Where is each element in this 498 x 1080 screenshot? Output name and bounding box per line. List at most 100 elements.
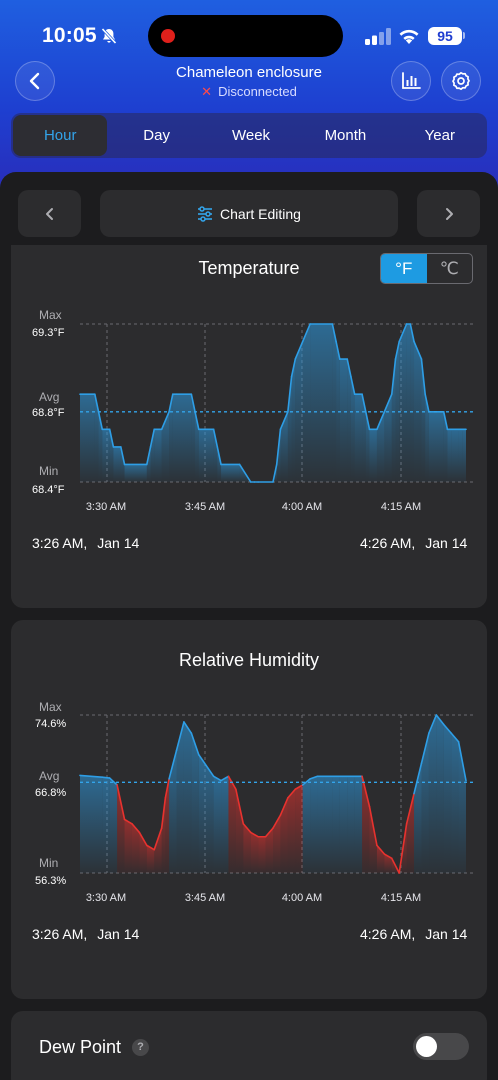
tab-hour[interactable]: Hour [13,115,108,156]
area-segment [117,784,125,873]
area-segment [443,724,452,873]
hum-start-time: 3:26 AM, [32,926,88,942]
chevron-left-icon [45,207,53,220]
series-line-segment [287,375,293,413]
series-line-segment [428,714,438,734]
tab-month[interactable]: Month [324,127,367,144]
temp-min-value: 68.4°F [32,484,65,496]
series-line-segment [335,340,341,360]
temp-end-time: 4:26 AM, [360,535,416,551]
series-line-segment [190,732,200,756]
series-line-segment [108,777,118,786]
series-line-segment [216,446,222,466]
series-line-segment [242,822,252,834]
area-segment [213,776,222,873]
area-segment [191,394,196,482]
temp-x-tick: 3:30 AM [85,501,127,513]
area-segment [258,836,266,873]
area-segment [332,324,337,482]
series-line-segment [131,822,141,834]
area-segment [109,778,118,873]
series-line-segment [123,818,133,825]
area-segment [265,828,273,873]
series-line-segment [249,831,259,838]
status-time: 10:05 [42,24,97,47]
device-title: Chameleon enclosure [176,64,322,81]
temperature-card: Temperature °F ℃ Max 69.3°F Avg 68.8°F M… [11,245,487,608]
series-line-segment [138,831,148,847]
area-segment [161,797,166,873]
area-segment [310,776,318,873]
area-segment [198,429,214,482]
series-line-segment [120,446,126,466]
settings-button[interactable] [441,61,481,101]
area-segment [391,858,400,873]
area-segment [280,411,288,482]
series-line-segment [361,393,367,413]
area-segment [273,815,281,873]
series-line-segment [413,340,423,360]
series-line-segment [383,393,393,413]
series-line-segment [301,323,311,343]
series-line-segment [290,358,297,378]
area-segment [198,754,214,873]
series-line-segment [149,428,156,448]
area-segment [447,429,452,482]
area-segment [451,429,459,482]
hum-x-tick: 3:45 AM [184,892,226,904]
area-segment [243,823,251,873]
previous-period-button[interactable] [18,190,81,237]
chart-editing-button[interactable]: Chart Editing [100,190,398,237]
temp-min-label: Min [39,464,59,478]
statistics-button[interactable] [391,61,431,101]
humidity-chart[interactable] [11,620,487,890]
area-segment [150,429,155,482]
area-segment [172,394,177,482]
series-line-segment [376,844,386,855]
temp-range-end: 4:26 AM, Jan 14 [360,535,467,551]
temp-x-tick: 3:45 AM [184,501,226,513]
area-segment [410,324,415,482]
temperature-chart[interactable] [11,245,487,505]
back-button[interactable] [15,61,55,101]
series-line-segment [168,749,178,780]
area-segment [113,446,121,482]
series-line-segment [398,822,408,874]
area-segment [124,819,132,873]
series-line-segment [108,428,115,448]
hum-start-date: Jan 14 [97,926,140,942]
dew-point-toggle[interactable] [413,1033,469,1060]
area-segment [287,789,296,873]
area-segment [339,776,348,873]
connection-status-text: Disconnected [218,84,297,99]
area-segment [421,733,429,873]
series-line-segment [101,776,111,779]
series-line-segment [346,358,352,378]
area-segment [451,733,459,873]
series-line-segment [294,340,304,360]
series-line-segment [442,723,452,734]
next-period-button[interactable] [417,190,480,237]
area-segment [428,411,444,482]
series-line-segment [160,797,167,829]
series-line-segment [390,358,397,396]
hum-avg-value: 66.8% [35,787,67,799]
help-icon[interactable]: ? [132,1039,149,1056]
time-range-tabs: Hour Day Week Month Year [11,113,487,158]
unit-fahrenheit-button[interactable]: °F [381,254,427,283]
area-segment [102,429,110,482]
series-line-segment [331,323,337,343]
series-line-segment [394,340,400,360]
tab-week[interactable]: Week [231,127,271,144]
area-segment [131,823,140,873]
area-segment [217,446,222,482]
area-segment [436,715,444,873]
unit-celsius-button[interactable]: ℃ [439,259,459,278]
series-line-segment [197,753,215,778]
tab-year[interactable]: Year [424,127,455,144]
hum-end-date: Jan 14 [425,926,468,942]
tab-day[interactable]: Day [143,127,170,144]
series-line-segment [301,778,311,786]
sliders-icon [198,205,213,222]
area-segment [310,324,333,482]
